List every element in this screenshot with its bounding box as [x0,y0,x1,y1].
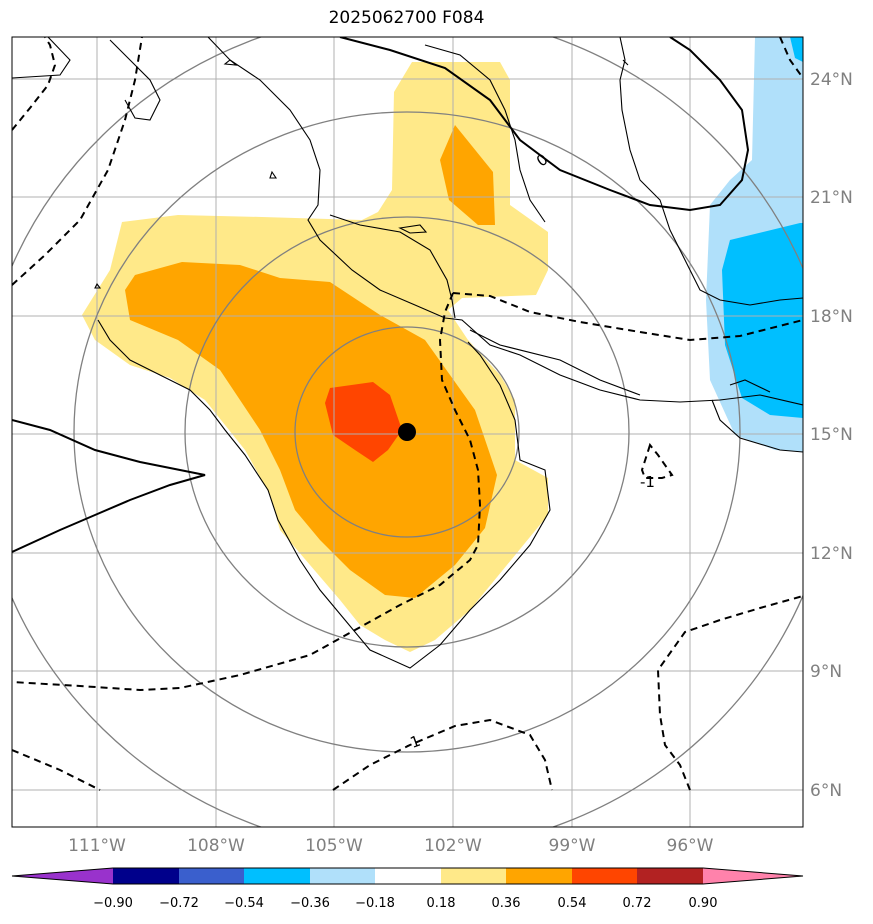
contour-neg-center [452,292,803,342]
contour-neg-northeast [779,37,803,79]
lat-label-24n: 24°N [810,70,853,90]
lat-label-12n: 12°N [810,544,853,564]
colorbar-outline [11,867,804,885]
colorbar-extend-low [12,868,113,884]
lat-label-15n: 15°N [810,425,853,445]
gridlines [12,37,803,827]
colorbar-segment-2 [179,868,244,884]
lon-label-99w: 99°W [549,836,596,856]
lon-label-96w: 96°W [667,836,714,856]
colorbar-segment-3 [244,868,310,884]
lat-label-9n: 9°N [810,662,842,682]
contour-zero-north [339,37,750,212]
coastlines [12,37,803,669]
lat-label-6n: 6°N [810,781,842,801]
lat-label-18n: 18°N [810,307,853,327]
colorbar-label-9: 0.72 [623,896,652,911]
colorbar-label-1: −0.90 [93,896,133,911]
negative-region-mid [722,223,803,418]
contour-neg-northwest [12,37,57,131]
solid-contours [12,37,750,553]
colorbar-label-8: 0.54 [558,896,587,911]
positive-region-mid [125,262,497,598]
range-ring-outer [73,111,741,753]
latitude-labels: 24°N 21°N 18°N 15°N 12°N 9°N 6°N [810,70,853,801]
colorbar-segment-8 [572,868,637,884]
colorbar-label-10: 0.90 [689,896,718,911]
positive-region-mid-north [440,125,495,225]
lon-label-111w: 111°W [68,836,126,856]
contour-neg-west [12,37,143,286]
colorbar-label-6: 0.18 [427,896,456,911]
colorbar-label-5: −0.18 [355,896,395,911]
range-ring-inner [294,326,520,538]
lon-label-108w: 108°W [187,836,245,856]
colorbar-segment-6 [441,868,506,884]
colorbar-segment-4 [310,868,375,884]
contour-neg-south [12,749,101,791]
lon-label-102w: 102°W [424,836,482,856]
colorbar-segment-7 [506,868,572,884]
negative-region-mid-corner [790,37,803,62]
colorbar-segment-1 [113,868,179,884]
map-title: 2025062700 F084 [328,8,485,28]
colorbar-label-2: −0.72 [159,896,199,911]
colorbar: −0.90 −0.72 −0.54 −0.36 −0.18 0.18 0.36 … [11,867,804,911]
lat-label-21n: 21°N [810,188,853,208]
longitude-labels: 111°W 108°W 105°W 102°W 99°W 96°W [68,836,714,856]
colorbar-label-7: 0.36 [492,896,521,911]
contour-solid-west [12,419,206,553]
colorbar-label-4: −0.36 [290,896,330,911]
storm-center-marker [398,423,416,441]
lon-label-105w: 105°W [305,836,363,856]
range-rings [12,37,803,827]
dashed-contours [12,37,803,791]
contour-label-neg-east: -1 [640,473,655,491]
positive-region-core [325,382,402,462]
colorbar-segment-5 [375,868,441,884]
contour-neg-southeast [656,595,803,791]
colorbar-label-3: −0.54 [224,896,264,911]
contour-label-neg-south: -1 [403,732,423,754]
contour-neg-south-loop [12,292,482,692]
contour-neg-south-center [332,718,553,791]
colorbar-segment-9 [637,868,703,884]
range-ring-middle [184,216,630,648]
shaded-field [82,37,803,652]
contour-neg-east-small [640,442,674,479]
colorbar-extend-high [703,868,803,884]
map-frame [11,36,804,828]
